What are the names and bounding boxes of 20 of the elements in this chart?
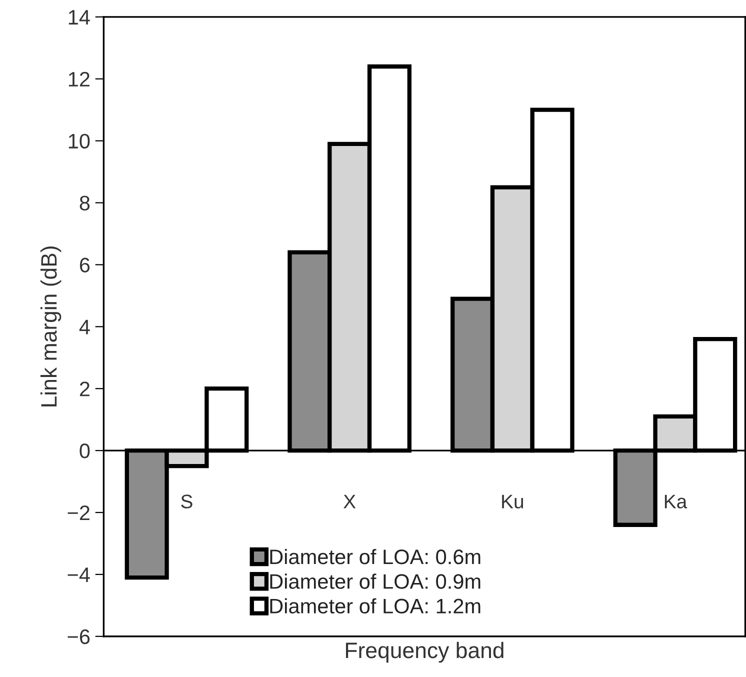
legend-label: Diameter of LOA: 1.2m: [270, 598, 480, 614]
y-tick-label: −4: [68, 568, 90, 582]
y-tick-label: 12: [68, 72, 90, 86]
x-tick-label: Ku: [502, 494, 524, 508]
y-tick-label: 0: [80, 444, 90, 458]
y-axis-title: Link margin (dB): [40, 246, 62, 406]
y-tick-label: 2: [80, 382, 90, 396]
y-tick-label: 8: [80, 196, 90, 211]
y-tick-label: 6: [80, 258, 90, 272]
x-tick-label: X: [344, 494, 356, 508]
legend-label: Diameter of LOA: 0.6m: [270, 548, 480, 564]
legend-label: Diameter of LOA: 0.9m: [270, 574, 480, 589]
y-tick-label: 10: [68, 134, 90, 149]
y-tick-label: 14: [68, 10, 90, 24]
x-tick-label: Ka: [664, 494, 688, 508]
y-tick-label: −2: [68, 505, 90, 520]
x-axis-title: Frequency band: [346, 642, 504, 663]
y-tick-label: −6: [68, 629, 90, 644]
x-tick-label: S: [181, 494, 192, 508]
y-tick-label: 4: [79, 320, 90, 334]
